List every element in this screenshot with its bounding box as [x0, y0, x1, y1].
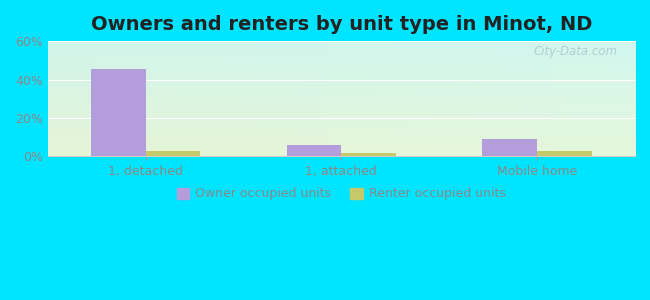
Bar: [537, 151, 592, 156]
Bar: [91, 69, 146, 156]
Title: Owners and renters by unit type in Minot, ND: Owners and renters by unit type in Minot…: [91, 15, 592, 34]
Bar: [287, 145, 341, 156]
Bar: [146, 151, 200, 156]
Text: City-Data.com: City-Data.com: [533, 45, 618, 58]
Legend: Owner occupied units, Renter occupied units: Owner occupied units, Renter occupied un…: [172, 182, 511, 206]
Bar: [482, 139, 537, 156]
Bar: [341, 152, 396, 156]
